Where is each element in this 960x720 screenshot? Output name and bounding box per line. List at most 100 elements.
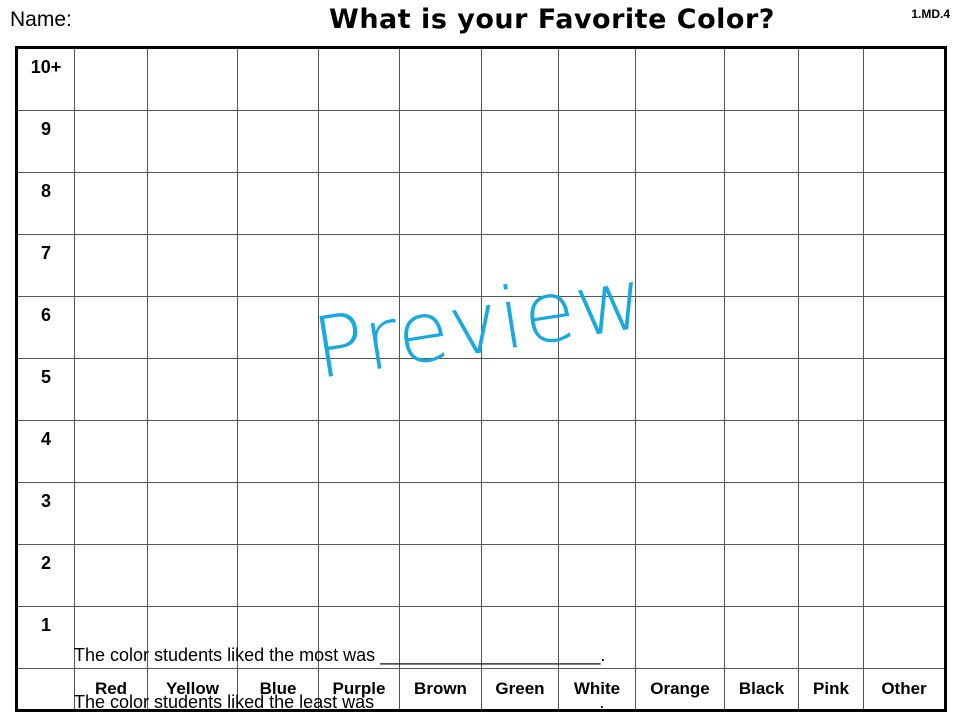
graph-cell[interactable] bbox=[724, 172, 799, 235]
graph-cell[interactable] bbox=[318, 606, 400, 669]
graph-cell[interactable] bbox=[635, 482, 725, 545]
graph-cell[interactable] bbox=[558, 358, 636, 421]
graph-cell[interactable] bbox=[724, 606, 799, 669]
graph-cell[interactable] bbox=[798, 234, 864, 297]
graph-cell[interactable] bbox=[863, 172, 946, 235]
graph-cell[interactable] bbox=[399, 606, 482, 669]
graph-cell[interactable] bbox=[481, 110, 559, 173]
graph-cell[interactable] bbox=[558, 420, 636, 483]
graph-cell[interactable] bbox=[237, 47, 319, 111]
graph-cell[interactable] bbox=[481, 544, 559, 607]
graph-cell[interactable] bbox=[147, 296, 238, 359]
graph-cell[interactable] bbox=[399, 420, 482, 483]
graph-cell[interactable] bbox=[635, 172, 725, 235]
graph-cell[interactable] bbox=[318, 110, 400, 173]
graph-cell[interactable] bbox=[237, 358, 319, 421]
graph-cell[interactable] bbox=[399, 47, 482, 111]
graph-cell[interactable] bbox=[798, 296, 864, 359]
graph-cell[interactable] bbox=[237, 544, 319, 607]
graph-cell[interactable] bbox=[863, 47, 946, 111]
graph-cell[interactable] bbox=[863, 482, 946, 545]
graph-cell[interactable] bbox=[798, 110, 864, 173]
graph-cell[interactable] bbox=[798, 172, 864, 235]
graph-cell[interactable] bbox=[863, 110, 946, 173]
graph-cell[interactable] bbox=[399, 172, 482, 235]
graph-cell[interactable] bbox=[237, 110, 319, 173]
graph-cell[interactable] bbox=[798, 482, 864, 545]
graph-cell[interactable] bbox=[237, 482, 319, 545]
graph-cell[interactable] bbox=[635, 358, 725, 421]
graph-cell[interactable] bbox=[74, 234, 148, 297]
graph-cell[interactable] bbox=[147, 544, 238, 607]
graph-cell[interactable] bbox=[863, 234, 946, 297]
graph-cell[interactable] bbox=[399, 482, 482, 545]
graph-cell[interactable] bbox=[237, 420, 319, 483]
graph-cell[interactable] bbox=[147, 234, 238, 297]
graph-cell[interactable] bbox=[318, 234, 400, 297]
graph-cell[interactable] bbox=[724, 234, 799, 297]
graph-cell[interactable] bbox=[635, 606, 725, 669]
graph-cell[interactable] bbox=[318, 47, 400, 111]
graph-cell[interactable] bbox=[399, 110, 482, 173]
graph-cell[interactable] bbox=[74, 172, 148, 235]
graph-cell[interactable] bbox=[724, 110, 799, 173]
graph-cell[interactable] bbox=[74, 420, 148, 483]
graph-cell[interactable] bbox=[237, 234, 319, 297]
graph-cell[interactable] bbox=[798, 606, 864, 669]
graph-cell[interactable] bbox=[724, 544, 799, 607]
graph-cell[interactable] bbox=[74, 358, 148, 421]
graph-cell[interactable] bbox=[74, 47, 148, 111]
graph-cell[interactable] bbox=[863, 296, 946, 359]
graph-cell[interactable] bbox=[147, 172, 238, 235]
graph-cell[interactable] bbox=[558, 296, 636, 359]
graph-cell[interactable] bbox=[147, 110, 238, 173]
graph-cell[interactable] bbox=[558, 47, 636, 111]
graph-cell[interactable] bbox=[147, 482, 238, 545]
graph-cell[interactable] bbox=[237, 296, 319, 359]
graph-cell[interactable] bbox=[237, 172, 319, 235]
graph-cell[interactable] bbox=[318, 172, 400, 235]
graph-cell[interactable] bbox=[863, 544, 946, 607]
graph-cell[interactable] bbox=[724, 358, 799, 421]
graph-cell[interactable] bbox=[635, 110, 725, 173]
graph-cell[interactable] bbox=[481, 296, 559, 359]
graph-cell[interactable] bbox=[798, 47, 864, 111]
graph-cell[interactable] bbox=[318, 420, 400, 483]
graph-cell[interactable] bbox=[724, 47, 799, 111]
graph-cell[interactable] bbox=[863, 420, 946, 483]
graph-cell[interactable] bbox=[481, 420, 559, 483]
graph-cell[interactable] bbox=[74, 606, 148, 669]
graph-cell[interactable] bbox=[147, 47, 238, 111]
graph-cell[interactable] bbox=[481, 172, 559, 235]
graph-cell[interactable] bbox=[147, 420, 238, 483]
graph-cell[interactable] bbox=[481, 47, 559, 111]
graph-cell[interactable] bbox=[74, 482, 148, 545]
graph-cell[interactable] bbox=[74, 544, 148, 607]
graph-cell[interactable] bbox=[558, 482, 636, 545]
graph-cell[interactable] bbox=[635, 234, 725, 297]
graph-cell[interactable] bbox=[558, 110, 636, 173]
graph-cell[interactable] bbox=[635, 420, 725, 483]
graph-cell[interactable] bbox=[318, 358, 400, 421]
graph-cell[interactable] bbox=[798, 358, 864, 421]
graph-cell[interactable] bbox=[481, 482, 559, 545]
graph-cell[interactable] bbox=[318, 482, 400, 545]
graph-cell[interactable] bbox=[724, 482, 799, 545]
graph-cell[interactable] bbox=[74, 110, 148, 173]
graph-cell[interactable] bbox=[481, 358, 559, 421]
graph-cell[interactable] bbox=[558, 544, 636, 607]
graph-cell[interactable] bbox=[318, 544, 400, 607]
graph-cell[interactable] bbox=[724, 420, 799, 483]
graph-cell[interactable] bbox=[798, 420, 864, 483]
graph-cell[interactable] bbox=[635, 47, 725, 111]
graph-cell[interactable] bbox=[399, 544, 482, 607]
graph-cell[interactable] bbox=[558, 234, 636, 297]
graph-cell[interactable] bbox=[863, 358, 946, 421]
graph-cell[interactable] bbox=[147, 358, 238, 421]
graph-cell[interactable] bbox=[798, 544, 864, 607]
graph-cell[interactable] bbox=[724, 296, 799, 359]
graph-cell[interactable] bbox=[863, 606, 946, 669]
graph-cell[interactable] bbox=[558, 172, 636, 235]
graph-cell[interactable] bbox=[635, 544, 725, 607]
graph-cell[interactable] bbox=[74, 296, 148, 359]
